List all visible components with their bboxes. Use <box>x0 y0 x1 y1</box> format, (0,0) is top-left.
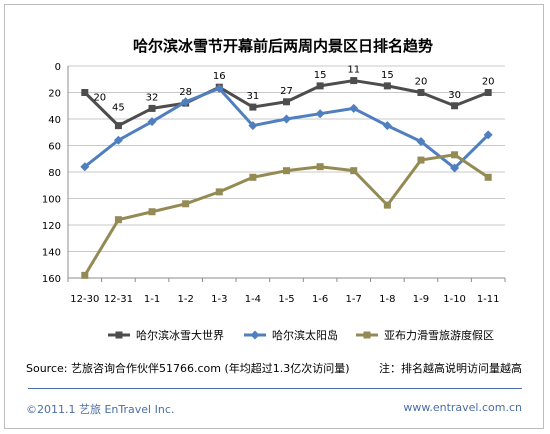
data-point <box>249 173 257 181</box>
y-tick-label: 60 <box>48 142 61 153</box>
data-point <box>214 84 224 94</box>
data-point <box>350 77 358 85</box>
legend: 哈尔滨冰雪大世界 哈尔滨太阳岛 亚布力滑雪旅游度假区 <box>108 328 494 342</box>
series-group: 20 45 32 28 16 31 27 15 11 15 20 30 20 <box>80 65 495 279</box>
x-tick-labels: 12-30 12-31 1-1 1-2 1-3 1-4 1-5 1-6 1-7 1-8 1-9 1-1… <box>70 294 499 305</box>
y-tick-label: 40 <box>48 115 61 126</box>
series-2 <box>80 84 493 173</box>
data-label: 15 <box>314 70 327 81</box>
footer-divider <box>28 388 522 389</box>
x-tick-label: 1-6 <box>312 294 328 305</box>
x-tick-label: 1-8 <box>379 294 395 305</box>
data-point <box>483 130 493 140</box>
data-point <box>451 151 459 159</box>
x-tick-label: 1-4 <box>245 294 261 305</box>
legend-item: 亚布力滑雪旅游度假区 <box>356 328 494 342</box>
legend-label: 亚布力滑雪旅游度假区 <box>384 328 494 342</box>
chart-title: 哈尔滨冰雪节开幕前后两周内景区日排名趋势 <box>133 37 433 55</box>
data-label: 20 <box>93 93 106 104</box>
source-text: Source: 艺旅咨询合作伙伴51766.com (年均超过1.3亿次访问量) <box>26 362 350 375</box>
axes <box>67 66 506 282</box>
y-tick-label: 100 <box>42 195 61 206</box>
data-point <box>81 271 89 279</box>
series-1: 20 45 32 28 16 31 27 15 11 15 20 30 20 <box>81 65 495 130</box>
data-label: 32 <box>146 92 159 103</box>
x-tick-label: 1-2 <box>177 294 193 305</box>
data-label: 11 <box>347 65 360 76</box>
data-point <box>248 121 258 131</box>
data-point <box>382 121 392 131</box>
x-tick-label: 1-11 <box>477 294 500 305</box>
x-tick-label: 1-1 <box>144 294 160 305</box>
y-tick-label: 20 <box>48 89 61 100</box>
data-point <box>283 167 290 175</box>
data-point <box>182 200 190 208</box>
data-point <box>316 82 324 90</box>
y-tick-labels: 0 20 40 60 80 100 120 140 160 <box>42 62 61 285</box>
data-point <box>249 103 257 111</box>
y-tick-label: 80 <box>48 168 61 179</box>
data-point <box>148 104 156 112</box>
data-point <box>147 117 157 127</box>
data-point <box>315 109 325 119</box>
data-point <box>148 208 156 216</box>
data-label: 20 <box>482 77 495 88</box>
y-tick-label: 0 <box>55 62 61 73</box>
y-tick-label: 140 <box>42 248 61 259</box>
data-point <box>451 102 459 110</box>
x-tick-label: 12-30 <box>70 294 99 305</box>
data-point <box>383 201 391 209</box>
data-point <box>115 331 123 339</box>
x-tick-label: 1-3 <box>211 294 227 305</box>
data-point <box>484 173 492 181</box>
data-point <box>81 89 89 96</box>
data-label: 28 <box>179 87 192 98</box>
data-point <box>450 163 460 173</box>
note-text: 注：排名越高说明访问量越高 <box>379 362 522 375</box>
data-point <box>363 331 371 339</box>
data-point <box>484 89 492 96</box>
x-tick-label: 1-9 <box>413 294 429 305</box>
legend-item: 哈尔滨太阳岛 <box>244 328 338 342</box>
legend-label: 哈尔滨太阳岛 <box>272 328 338 342</box>
y-tick-label: 160 <box>42 274 61 285</box>
legend-item: 哈尔滨冰雪大世界 <box>108 328 224 342</box>
data-label: 27 <box>280 86 293 97</box>
data-point <box>349 103 359 113</box>
website-link[interactable]: www.entravel.com.cn <box>403 401 522 414</box>
data-point <box>350 167 358 175</box>
x-tick-label: 12-31 <box>104 294 133 305</box>
data-point <box>383 82 391 90</box>
data-point <box>215 188 223 196</box>
data-point <box>282 114 291 124</box>
y-tick-label: 120 <box>42 221 61 232</box>
data-point <box>181 97 191 107</box>
data-point <box>250 330 260 340</box>
x-tick-label: 1-10 <box>443 294 466 305</box>
data-label: 20 <box>415 77 428 88</box>
legend-label: 哈尔滨冰雪大世界 <box>136 328 224 342</box>
data-point <box>114 122 122 130</box>
series-3 <box>81 151 492 279</box>
data-label: 45 <box>112 103 125 114</box>
data-label: 16 <box>213 71 226 82</box>
data-point <box>114 216 122 224</box>
x-tick-label: 1-5 <box>278 294 294 305</box>
data-point <box>316 163 324 171</box>
data-point <box>417 89 425 96</box>
data-point <box>283 98 290 106</box>
data-point <box>417 156 425 164</box>
data-label: 30 <box>448 90 461 101</box>
copyright-text: ©2011.1 艺旅 EnTravel Inc. <box>26 403 175 416</box>
data-label: 15 <box>381 70 394 81</box>
data-point <box>416 137 426 147</box>
x-tick-label: 1-7 <box>346 294 362 305</box>
data-point <box>113 135 123 145</box>
chart-frame <box>4 4 544 429</box>
data-point <box>80 162 90 172</box>
data-label: 31 <box>247 91 260 102</box>
